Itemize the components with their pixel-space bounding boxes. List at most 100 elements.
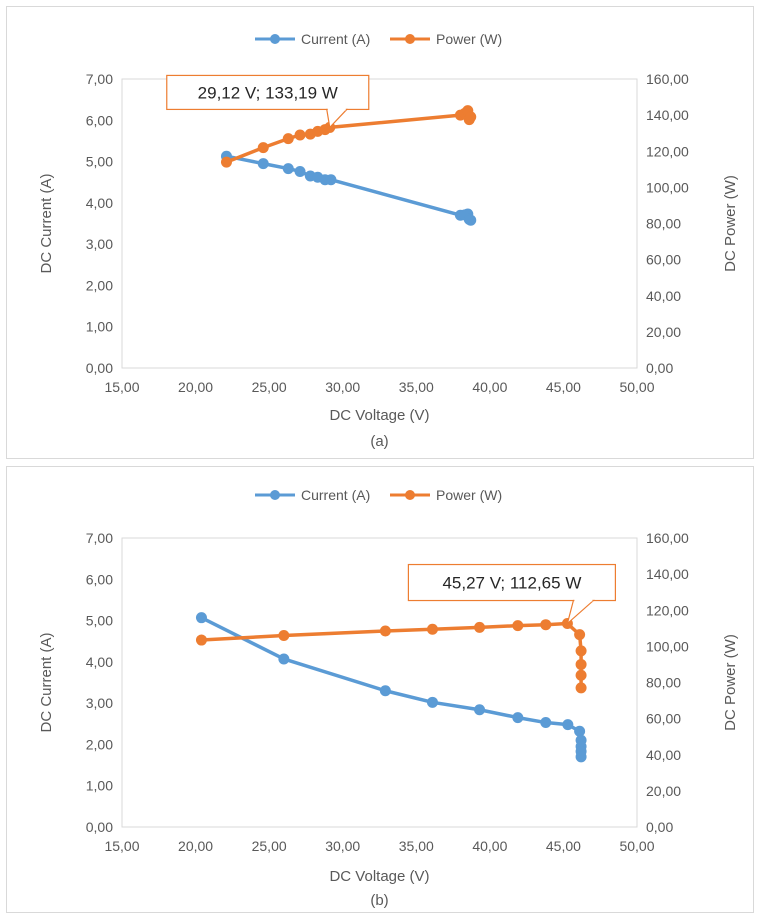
chart-b-y2-tick-label: 100,00	[646, 638, 689, 654]
chart-b-x-tick-label: 30,00	[325, 838, 360, 854]
chart-b-svg: 15,00 20,00 25,00 30,00 35,00 40,00 45,00 50,00…	[38, 487, 739, 909]
chart-a-y-tick-label: 1,00	[86, 319, 113, 335]
chart-b-series-1-point	[574, 629, 586, 641]
chart-a-series-0-point	[294, 165, 306, 177]
chart-a-legend-label-1: Power (W)	[436, 31, 502, 47]
chart-a-x-tick-label: 25,00	[252, 379, 287, 395]
chart-a-y2-tick-label: 120,00	[646, 143, 689, 159]
chart-b-y-tick-label: 4,00	[86, 654, 113, 670]
chart-a-y-tick-label: 7,00	[86, 71, 113, 87]
chart-b-legend-marker-0	[270, 490, 280, 500]
chart-b-x-tick-label: 50,00	[619, 838, 654, 854]
chart-b-series-1-point	[575, 669, 587, 681]
chart-b-x-tick-label: 35,00	[399, 838, 434, 854]
chart-panel-a: 15,00 20,00 25,00 30,00 35,00 40,00 45,00 50,00…	[6, 6, 754, 459]
chart-b-y2-tick-label: 160,00	[646, 530, 689, 546]
chart-b-y2-tick-label: 120,00	[646, 602, 689, 618]
chart-b-y2-tick-label: 20,00	[646, 783, 681, 799]
chart-b-y-tick-label: 6,00	[86, 571, 113, 587]
chart-b-y-tick-label: 7,00	[86, 530, 113, 546]
chart-b-y-tick-label: 2,00	[86, 736, 113, 752]
chart-a-callout-box	[166, 74, 370, 111]
chart-b-legend-label-0: Current (A)	[301, 487, 370, 503]
chart-a-x-tick-label: 20,00	[178, 379, 213, 395]
chart-a-series-0-point	[257, 158, 269, 170]
chart-b-x-tick-label: 20,00	[178, 838, 213, 854]
chart-b-callout-pointer	[566, 599, 595, 626]
chart-b-series-0-point	[278, 653, 290, 665]
chart-a-y-tick-label: 6,00	[86, 112, 113, 128]
chart-b-y2-tick-label: 60,00	[646, 711, 681, 727]
chart-a-x-tick-label: 30,00	[325, 379, 360, 395]
chart-a-legend-marker-0	[270, 34, 280, 44]
chart-b-series-0-point	[575, 751, 587, 763]
chart-b-y-axis-title: DC Current (A)	[38, 632, 55, 732]
chart-a-y2-tick-label: 160,00	[646, 71, 689, 87]
chart-a-x-tick-label: 15,00	[104, 379, 139, 395]
chart-b-series-0-point	[474, 704, 486, 716]
chart-a-y2-tick-label: 20,00	[646, 324, 681, 340]
chart-b-series-0-point	[540, 717, 552, 729]
chart-b-series-1-point	[512, 620, 524, 632]
chart-b-series-1-point	[195, 634, 207, 646]
chart-b-series-1-point	[575, 645, 587, 657]
chart-a-y-tick-label: 0,00	[86, 360, 113, 376]
chart-b-y2-axis-title: DC Power (W)	[722, 634, 739, 731]
chart-a-x-axis-title: DC Voltage (V)	[329, 407, 429, 424]
chart-b-y-tick-label: 5,00	[86, 613, 113, 629]
chart-b-callout-box	[407, 563, 617, 602]
chart-a-y-axis-title: DC Current (A)	[38, 173, 55, 273]
chart-a-svg: 15,00 20,00 25,00 30,00 35,00 40,00 45,00 50,00…	[38, 31, 739, 450]
chart-a-legend-label-0: Current (A)	[301, 31, 370, 47]
chart-b-x-tick-label: 25,00	[252, 838, 287, 854]
chart-a-y2-axis-title: DC Power (W)	[722, 175, 739, 272]
chart-b-series-1-point	[278, 630, 290, 642]
chart-a-series-1-point	[465, 111, 477, 123]
chart-b-series-1-point	[379, 625, 391, 637]
chart-b-series-1-point	[474, 621, 486, 633]
chart-b-plot-area	[121, 537, 638, 828]
chart-a-series-1-point	[282, 133, 294, 145]
chart-a-series-0-point	[282, 163, 294, 175]
chart-a-y2-tick-label: 80,00	[646, 216, 681, 232]
chart-b-y2-tick-label: 140,00	[646, 566, 689, 582]
chart-b-callout-text: 45,27 V; 112,65 W	[442, 574, 581, 593]
chart-b-series-0-point	[379, 685, 391, 697]
chart-a-series-0-point	[325, 174, 337, 186]
chart-a-y2-tick-label: 40,00	[646, 288, 681, 304]
chart-a-series-line-1	[225, 108, 473, 164]
chart-a-series-1-point	[257, 142, 269, 154]
chart-b-y2-tick-label: 0,00	[646, 819, 673, 835]
chart-b-y2-tick-label: 80,00	[646, 675, 681, 691]
chart-b-legend-label-1: Power (W)	[436, 487, 502, 503]
chart-b-x-tick-label: 15,00	[104, 838, 139, 854]
chart-a-legend-marker-1	[405, 34, 415, 44]
chart-b-series-0-point	[574, 725, 586, 737]
chart-b-series-0-point	[426, 696, 438, 708]
chart-a-plot-area	[121, 78, 638, 369]
chart-b-series-0-point	[562, 719, 574, 731]
chart-b-x-tick-label: 40,00	[472, 838, 507, 854]
chart-a-series-1-point	[294, 129, 306, 141]
chart-a-series-1-point	[220, 156, 232, 168]
chart-b-panel-label: (b)	[370, 892, 388, 909]
chart-a-y2-tick-label: 60,00	[646, 252, 681, 268]
chart-a-series-0-point	[465, 214, 477, 226]
chart-a-y-tick-label: 5,00	[86, 154, 113, 170]
chart-b-series-line-1	[201, 621, 583, 688]
chart-b-y-tick-label: 3,00	[86, 695, 113, 711]
chart-b-y-tick-label: 1,00	[86, 778, 113, 794]
chart-a-y2-tick-label: 140,00	[646, 107, 689, 123]
chart-b-series-1-point	[426, 623, 438, 635]
chart-a-callout-text: 29,12 V; 133,19 W	[198, 83, 338, 102]
chart-b-x-axis-title: DC Voltage (V)	[329, 868, 429, 885]
chart-b-series-0-point	[195, 612, 207, 624]
chart-a-y-tick-label: 4,00	[86, 195, 113, 211]
chart-b-y-tick-label: 0,00	[86, 819, 113, 835]
chart-a-panel-label: (a)	[370, 433, 388, 450]
chart-b-x-tick-label: 45,00	[546, 838, 581, 854]
chart-b-series-1-point	[575, 658, 587, 670]
chart-b-series-1-point	[540, 619, 552, 631]
chart-a-x-tick-label: 35,00	[399, 379, 434, 395]
chart-a-x-tick-label: 40,00	[472, 379, 507, 395]
